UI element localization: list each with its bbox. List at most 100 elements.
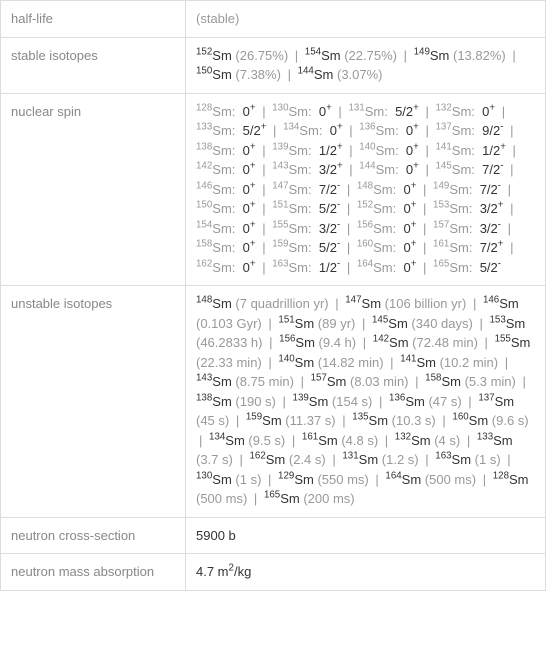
unstable-isotope: 134Sm [209,433,245,448]
property-label: nuclear spin [1,93,186,286]
half-life-value: (9.5 s) [248,433,285,448]
isotope-item: 154Sm [305,48,341,63]
half-life-value: (8.75 min) [235,374,294,389]
spin-item: 148Sm: 0+ [357,182,417,197]
spin-item: 139Sm: 1/2+ [272,143,342,158]
half-life-value: (106 billion yr) [385,296,467,311]
isotope-abundance: (26.75%) [235,48,288,63]
unstable-isotope: 128Sm [493,472,529,487]
spin-item: 153Sm: 3/2+ [433,201,503,216]
spin-item: 140Sm: 0+ [359,143,419,158]
spin-item: 128Sm: 0+ [196,104,256,119]
unstable-isotope: 155Sm [495,335,531,350]
isotope-item: 144Sm [298,67,334,82]
unstable-isotope: 141Sm [400,355,436,370]
unstable-isotope: 130Sm [196,472,232,487]
isotope-item: 150Sm [196,67,232,82]
isotope-abundance: (22.75%) [344,48,397,63]
isotope-abundance: (3.07%) [337,67,383,82]
spin-item: 150Sm: 0+ [196,201,256,216]
property-value: 4.7 m2/kg [186,554,546,591]
half-life-value: (89 yr) [318,316,356,331]
unstable-isotope: 160Sm [452,413,488,428]
spin-item: 141Sm: 1/2+ [436,143,506,158]
half-life-value: (8.03 min) [350,374,409,389]
half-life-value: (45 s) [196,413,229,428]
half-life-value: (1 s) [235,472,261,487]
isotope-abundance: (13.82%) [453,48,506,63]
spin-item: 133Sm: 5/2+ [196,123,266,138]
spin-item: 149Sm: 7/2- [433,182,501,197]
property-label: unstable isotopes [1,286,186,518]
unstable-isotope: 142Sm [373,335,409,350]
spin-item: 138Sm: 0+ [196,143,256,158]
half-life-value: (9.4 h) [319,335,357,350]
half-life-value: (4.8 s) [341,433,378,448]
spin-item: 137Sm: 9/2- [436,123,504,138]
unstable-isotope: 163Sm [435,452,471,467]
unstable-isotope: 162Sm [249,452,285,467]
property-label: neutron cross-section [1,517,186,554]
isotope-item: 152Sm [196,48,232,63]
half-life-value: (9.6 s) [492,413,529,428]
spin-item: 143Sm: 3/2+ [272,162,342,177]
half-life-value: (500 ms) [196,491,247,506]
unstable-isotope: 148Sm [196,296,232,311]
half-life-value: (5.3 min) [465,374,516,389]
unstable-isotope: 161Sm [302,433,338,448]
unstable-isotope: 140Sm [278,355,314,370]
property-row: neutron mass absorption4.7 m2/kg [1,554,546,591]
half-life-value: (200 ms) [303,491,354,506]
property-label: stable isotopes [1,37,186,93]
unstable-isotope: 156Sm [279,335,315,350]
half-life-value: (190 s) [235,394,275,409]
unstable-isotope: 145Sm [372,316,408,331]
plain-value: 5900 b [196,528,236,543]
spin-item: 151Sm: 5/2- [272,201,340,216]
unstable-isotope: 157Sm [311,374,347,389]
properties-table: half-life(stable)stable isotopes152Sm (2… [0,0,546,591]
property-value: 152Sm (26.75%) | 154Sm (22.75%) | 149Sm … [186,37,546,93]
unstable-isotope: 147Sm [345,296,381,311]
unstable-isotope: 139Sm [293,394,329,409]
plain-value: (stable) [196,11,239,26]
property-label: half-life [1,1,186,38]
property-row: nuclear spin128Sm: 0+ | 130Sm: 0+ | 131S… [1,93,546,286]
unstable-isotope: 153Sm [489,316,525,331]
property-value: 128Sm: 0+ | 130Sm: 0+ | 131Sm: 5/2+ | 13… [186,93,546,286]
spin-item: 164Sm: 0+ [357,260,417,275]
property-row: unstable isotopes148Sm (7 quadrillion yr… [1,286,546,518]
half-life-value: (1 s) [475,452,501,467]
spin-item: 147Sm: 7/2- [272,182,340,197]
spin-item: 162Sm: 0+ [196,260,256,275]
half-life-value: (10.3 s) [392,413,436,428]
half-life-value: (550 ms) [317,472,368,487]
half-life-value: (3.7 s) [196,452,233,467]
half-life-value: (47 s) [428,394,461,409]
spin-item: 159Sm: 5/2- [272,240,340,255]
spin-item: 142Sm: 0+ [196,162,256,177]
spin-item: 154Sm: 0+ [196,221,256,236]
unstable-isotope: 138Sm [196,394,232,409]
unstable-isotope: 132Sm [395,433,431,448]
property-label: neutron mass absorption [1,554,186,591]
half-life-value: (340 days) [411,316,472,331]
spin-item: 132Sm: 0+ [436,104,496,119]
half-life-value: (500 ms) [425,472,476,487]
spin-item: 158Sm: 0+ [196,240,256,255]
spin-item: 165Sm: 5/2- [433,260,501,275]
property-row: neutron cross-section 5900 b [1,517,546,554]
unstable-isotope: 137Sm [478,394,514,409]
spin-item: 130Sm: 0+ [272,104,332,119]
unstable-isotope: 129Sm [278,472,314,487]
half-life-value: (1.2 s) [382,452,419,467]
unstable-isotope: 143Sm [196,374,232,389]
spin-item: 163Sm: 1/2- [272,260,340,275]
half-life-value: (22.33 min) [196,355,262,370]
spin-item: 161Sm: 7/2+ [433,240,503,255]
half-life-value: (0.103 Gyr) [196,316,262,331]
property-value: 148Sm (7 quadrillion yr) | 147Sm (106 bi… [186,286,546,518]
spin-item: 157Sm: 3/2- [433,221,501,236]
unstable-isotope: 133Sm [477,433,513,448]
spin-item: 146Sm: 0+ [196,182,256,197]
